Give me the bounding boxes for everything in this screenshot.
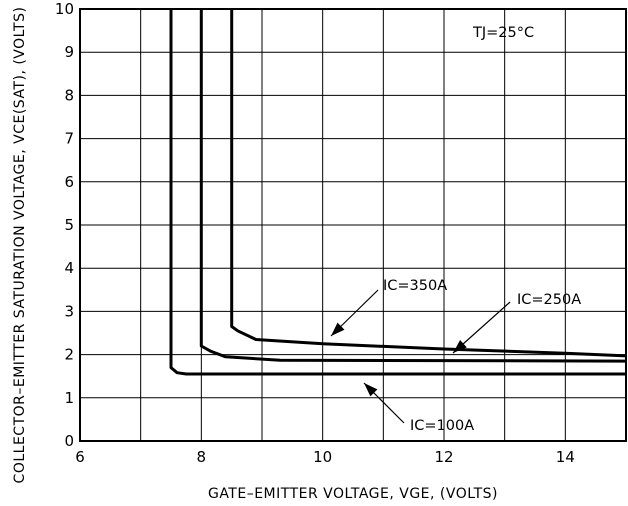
y-tick-label: 10 (55, 0, 74, 18)
plot-frame (79, 8, 627, 442)
annotations: TJ=25°C IC=100A IC=250A IC=350A (330, 25, 581, 434)
curves (169, 9, 627, 376)
x-tick-label: 12 (434, 448, 453, 466)
series-label-ic-100a: IC=100A (410, 418, 474, 434)
x-tick-label: 8 (197, 448, 207, 466)
y-tick-label: 9 (64, 43, 74, 61)
x-tick-label: 14 (556, 448, 575, 466)
curve-ic-250a (199, 9, 627, 363)
curve-ic-350a (230, 9, 627, 358)
y-tick-label: 3 (64, 302, 74, 320)
curve-ic-100a (169, 9, 626, 376)
y-tick-label: 6 (64, 173, 74, 191)
y-tick-label: 1 (64, 389, 74, 407)
series-label-ic-350a: IC=350A (383, 278, 447, 294)
arrow-ic-250a-head (453, 339, 467, 353)
y-tick-label: 2 (64, 346, 74, 364)
arrow-ic-100a-head (364, 383, 378, 397)
arrow-ic-350a-head (331, 322, 345, 336)
series-label-ic-250a: IC=250A (517, 292, 581, 308)
x-tick-label: 10 (313, 448, 332, 466)
y-tick-label: 8 (64, 86, 74, 104)
y-axis-label: COLLECTOR–EMITTER SATURATION VOLTAGE, VC… (12, 7, 28, 484)
x-tick-label: 6 (75, 448, 85, 466)
temperature-condition-label: TJ=25°C (472, 25, 534, 41)
grid-lines (80, 9, 626, 441)
y-tick-label: 4 (64, 259, 74, 277)
y-tick-label: 0 (64, 432, 74, 450)
x-axis-label: GATE–EMITTER VOLTAGE, VGE, (VOLTS) (208, 486, 498, 502)
y-tick-label: 7 (64, 130, 74, 148)
y-tick-label: 5 (64, 216, 74, 234)
